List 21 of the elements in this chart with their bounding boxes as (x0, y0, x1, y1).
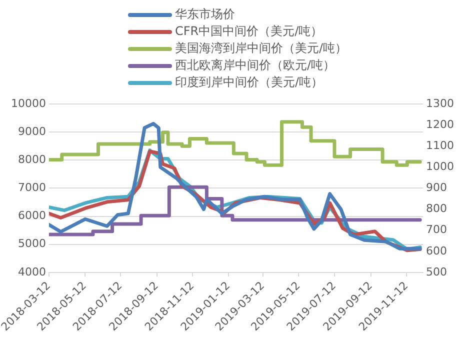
y2-tick-label: 500 (426, 265, 448, 278)
legend-label: 印度到岸中间价（美元/吨） (175, 74, 324, 91)
y2-tick-label: 600 (426, 244, 448, 258)
y2-tick-label: 1200 (426, 118, 454, 131)
y2-tick-label: 1300 (426, 96, 454, 110)
y-tick-label: 9000 (18, 124, 46, 138)
y2-tick-label: 800 (426, 202, 448, 216)
y-tick-label: 10000 (10, 96, 46, 110)
y-tick-label: 6000 (18, 209, 46, 222)
y2-tick-label: 1000 (426, 160, 454, 174)
y2-tick-label: 900 (426, 181, 448, 194)
y-tick-label: 5000 (18, 237, 46, 250)
legend-label: CFR中国中间价（美元/吨） (175, 23, 323, 40)
legend-label: 美国海湾到岸中间价（美元/吨） (175, 40, 348, 57)
legend-label: 华东市场价 (175, 6, 235, 23)
y-tick-label: 8000 (18, 153, 46, 166)
y-tick-label: 4000 (18, 265, 46, 278)
legend-label: 西北欧离岸中间价（欧元/吨） (175, 57, 336, 74)
y2-tick-label: 700 (426, 223, 448, 236)
y-tick-label: 7000 (18, 181, 46, 194)
y2-tick-label: 1100 (426, 138, 454, 152)
